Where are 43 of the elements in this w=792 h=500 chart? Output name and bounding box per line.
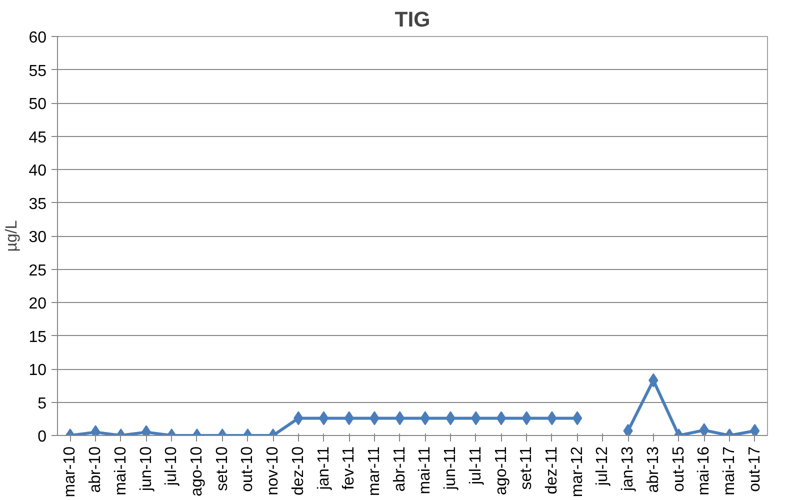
y-tick-label: 35 bbox=[28, 196, 47, 213]
x-tick-label: mai-11 bbox=[416, 446, 434, 494]
x-tick-label: out-17 bbox=[746, 446, 764, 492]
x-tick-label: ago-11 bbox=[492, 446, 510, 496]
y-tick-label: 10 bbox=[28, 362, 47, 379]
x-tick-label: jan-11 bbox=[315, 446, 332, 491]
y-tick-label: 20 bbox=[28, 296, 47, 312]
x-tick-label: mai-16 bbox=[696, 446, 713, 496]
y-tick-label: 45 bbox=[28, 129, 47, 146]
x-tick-label: jun-10 bbox=[138, 446, 155, 492]
y-tick-label: 60 bbox=[28, 30, 47, 46]
x-tick-label: dez-10 bbox=[290, 446, 307, 496]
x-tick-label: mar-12 bbox=[568, 446, 586, 498]
x-tick-label: out-15 bbox=[670, 446, 688, 492]
x-tick-label: fev-11 bbox=[340, 446, 358, 490]
x-tick-label: abr-13 bbox=[644, 446, 662, 493]
x-tick-label: jul-11 bbox=[467, 446, 484, 486]
x-tick-label: set-11 bbox=[518, 446, 536, 490]
chart-title: TIG bbox=[394, 8, 430, 32]
y-tick-label: 5 bbox=[38, 395, 47, 412]
x-tick-label: abr-11 bbox=[391, 446, 408, 492]
x-tick-label: jul-10 bbox=[163, 446, 180, 487]
y-axis-title: µg/L bbox=[4, 220, 21, 252]
x-tick-label: nov-10 bbox=[264, 446, 282, 496]
y-tick-label: 30 bbox=[28, 229, 47, 246]
x-tick-label: ago-10 bbox=[188, 446, 206, 496]
y-tick-label: 25 bbox=[28, 262, 47, 280]
x-tick-label: jul-12 bbox=[594, 446, 612, 487]
y-tick-label: 55 bbox=[28, 62, 47, 80]
y-tick-label: 15 bbox=[28, 328, 47, 346]
x-tick-label: set-10 bbox=[214, 446, 231, 491]
x-tick-label: jun-11 bbox=[442, 446, 460, 491]
y-tick-label: 50 bbox=[28, 96, 47, 113]
x-tick-label: dez-11 bbox=[543, 446, 560, 494]
x-tick-label: jan-13 bbox=[620, 446, 637, 492]
x-tick-label: abr-10 bbox=[87, 446, 104, 493]
x-tick-label: mar-11 bbox=[366, 446, 383, 496]
x-tick-label: mai-10 bbox=[112, 446, 130, 496]
x-tick-label: mai-17 bbox=[720, 446, 738, 496]
y-tick-label: 0 bbox=[38, 428, 47, 446]
x-tick-label: mar-10 bbox=[62, 446, 79, 498]
y-tick-label: 40 bbox=[28, 162, 47, 180]
x-tick-label: out-10 bbox=[239, 446, 256, 492]
